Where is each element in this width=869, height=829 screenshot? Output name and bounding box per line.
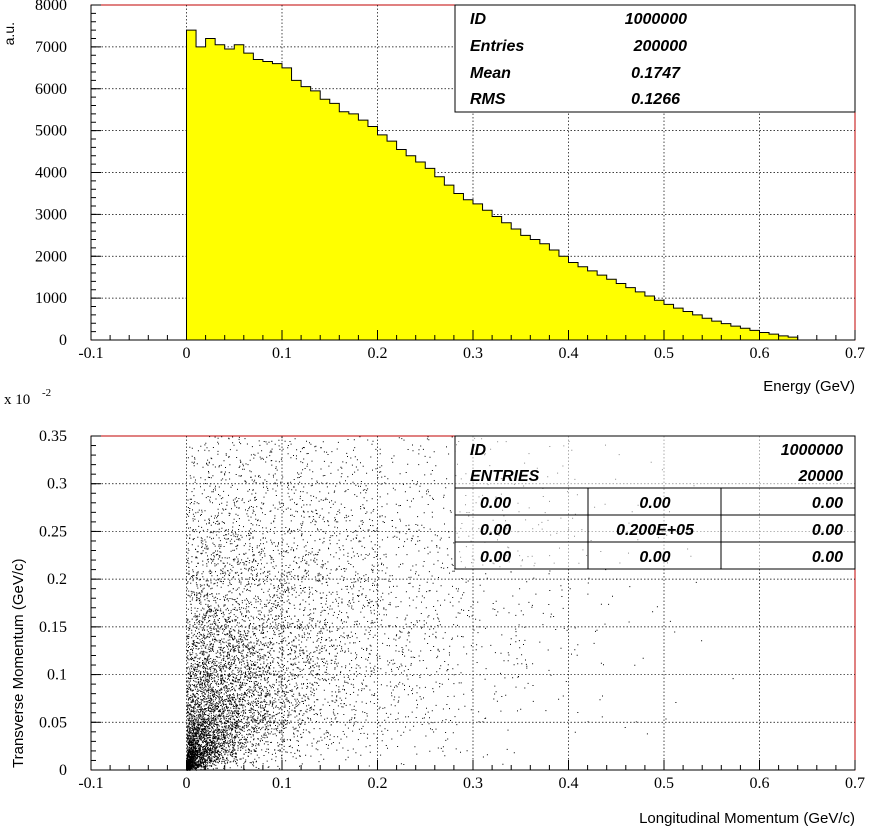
stats-cell: 0.00 bbox=[480, 495, 511, 512]
x-tick-label: 0.4 bbox=[559, 775, 579, 792]
histogram-x-ticks: -0.1 0 0.1 0.2 0.3 0.4 0.5 0.6 0.7 bbox=[78, 330, 865, 362]
y-tick-label: 6000 bbox=[35, 81, 67, 98]
scatter-stats-box: ID 1000000 ENTRIES 20000 0.00 0.00 0.00 … bbox=[454, 435, 856, 570]
scatter-y-scale-exponent: -2 bbox=[42, 387, 51, 399]
x-tick-label: 0.1 bbox=[272, 775, 292, 792]
x-tick-label: 0.6 bbox=[750, 345, 770, 362]
scatter-stats-id-value: 1000000 bbox=[781, 442, 843, 459]
x-tick-label: -0.1 bbox=[78, 775, 103, 792]
scatter-stats-id-label: ID bbox=[470, 442, 486, 459]
stats-rms-value: 0.1266 bbox=[631, 91, 680, 108]
y-tick-label: 7000 bbox=[35, 39, 67, 56]
x-tick-label: 0.5 bbox=[654, 775, 674, 792]
scatter-x-ticks: -0.1 0 0.1 0.2 0.3 0.4 0.5 0.6 0.7 bbox=[78, 760, 865, 792]
scatter-stats-entries-label: ENTRIES bbox=[470, 468, 540, 485]
stats-cell: 0.00 bbox=[480, 549, 511, 566]
scatter-y-ticks: 0 0.05 0.1 0.15 0.2 0.25 0.3 0.35 bbox=[39, 428, 101, 779]
stats-mean-value: 0.1747 bbox=[631, 65, 681, 82]
y-tick-label: 1000 bbox=[35, 290, 67, 307]
scatter-stats-entries-value: 20000 bbox=[798, 468, 844, 485]
x-tick-label: 0.7 bbox=[845, 345, 865, 362]
x-tick-label: 0.3 bbox=[463, 775, 483, 792]
x-tick-label: -0.1 bbox=[78, 345, 103, 362]
histogram-x-label: Energy (GeV) bbox=[763, 378, 855, 395]
stats-id-value: 1000000 bbox=[625, 11, 687, 28]
y-tick-label: 0.1 bbox=[47, 667, 67, 684]
scatter-y-scale-label: x 10 bbox=[4, 392, 30, 408]
y-tick-label: 0.2 bbox=[47, 571, 67, 588]
scatter-panel: -0.1 0 0.1 0.2 0.3 0.4 0.5 0.6 0.7 00.050.10.150… bbox=[4, 387, 865, 827]
y-tick-label: 4000 bbox=[35, 165, 67, 182]
y-tick-label: 0.35 bbox=[39, 428, 67, 445]
y-tick-label: 8000 bbox=[35, 0, 67, 14]
y-tick-label: 0.05 bbox=[39, 714, 67, 731]
scatter-y-label: Transverse Momentum (GeV/c) bbox=[10, 559, 27, 769]
x-tick-label: 0.7 bbox=[845, 775, 865, 792]
stats-cell: 0.00 bbox=[639, 549, 670, 566]
y-tick-label: 3000 bbox=[35, 206, 67, 223]
y-tick-label: 5000 bbox=[35, 123, 67, 140]
y-tick-label: 0.3 bbox=[47, 476, 67, 493]
histogram-y-ticks: 0 1000 2000 3000 4000 5000 6000 7000 8000 bbox=[35, 0, 101, 349]
stats-id-label: ID bbox=[470, 11, 486, 28]
x-tick-label: 0.3 bbox=[463, 345, 483, 362]
histogram-stats-box: ID 1000000 Entries 200000 Mean 0.1747 RM… bbox=[454, 4, 856, 113]
y-tick-label: 0.15 bbox=[39, 619, 67, 636]
x-tick-label: 0.5 bbox=[654, 345, 674, 362]
stats-cell: 0.00 bbox=[812, 495, 843, 512]
stats-cell: 0.00 bbox=[812, 549, 843, 566]
stats-cell: 0.00 bbox=[639, 495, 670, 512]
x-tick-label: 0.2 bbox=[368, 345, 388, 362]
stats-cell: 0.200E+05 bbox=[616, 522, 695, 539]
x-tick-label: 0.2 bbox=[368, 775, 388, 792]
x-tick-label: 0.6 bbox=[750, 775, 770, 792]
y-tick-label: 0 bbox=[59, 762, 67, 779]
histogram-outline bbox=[186, 29, 799, 340]
x-tick-label: 0.1 bbox=[272, 345, 292, 362]
stats-entries-value: 200000 bbox=[633, 38, 687, 55]
x-tick-label: 0.4 bbox=[559, 345, 579, 362]
x-tick-label: 0 bbox=[183, 345, 191, 362]
stats-entries-label: Entries bbox=[470, 38, 524, 55]
histogram-y-label: a.u. bbox=[1, 22, 17, 45]
x-tick-label: 0 bbox=[183, 775, 191, 792]
histogram-panel: -0.1 0 0.1 0.2 0.3 0.4 0.5 0.6 0.7 0 1000 2000 3000… bbox=[1, 0, 865, 395]
stats-rms-label: RMS bbox=[470, 91, 506, 108]
stats-cell: 0.00 bbox=[812, 522, 843, 539]
y-tick-label: 0.25 bbox=[39, 523, 67, 540]
stats-mean-label: Mean bbox=[470, 65, 511, 82]
stats-cell: 0.00 bbox=[480, 522, 511, 539]
y-tick-label: 0 bbox=[59, 332, 67, 349]
y-tick-label: 2000 bbox=[35, 248, 67, 265]
scatter-x-label: Longitudinal Momentum (GeV/c) bbox=[639, 810, 855, 827]
